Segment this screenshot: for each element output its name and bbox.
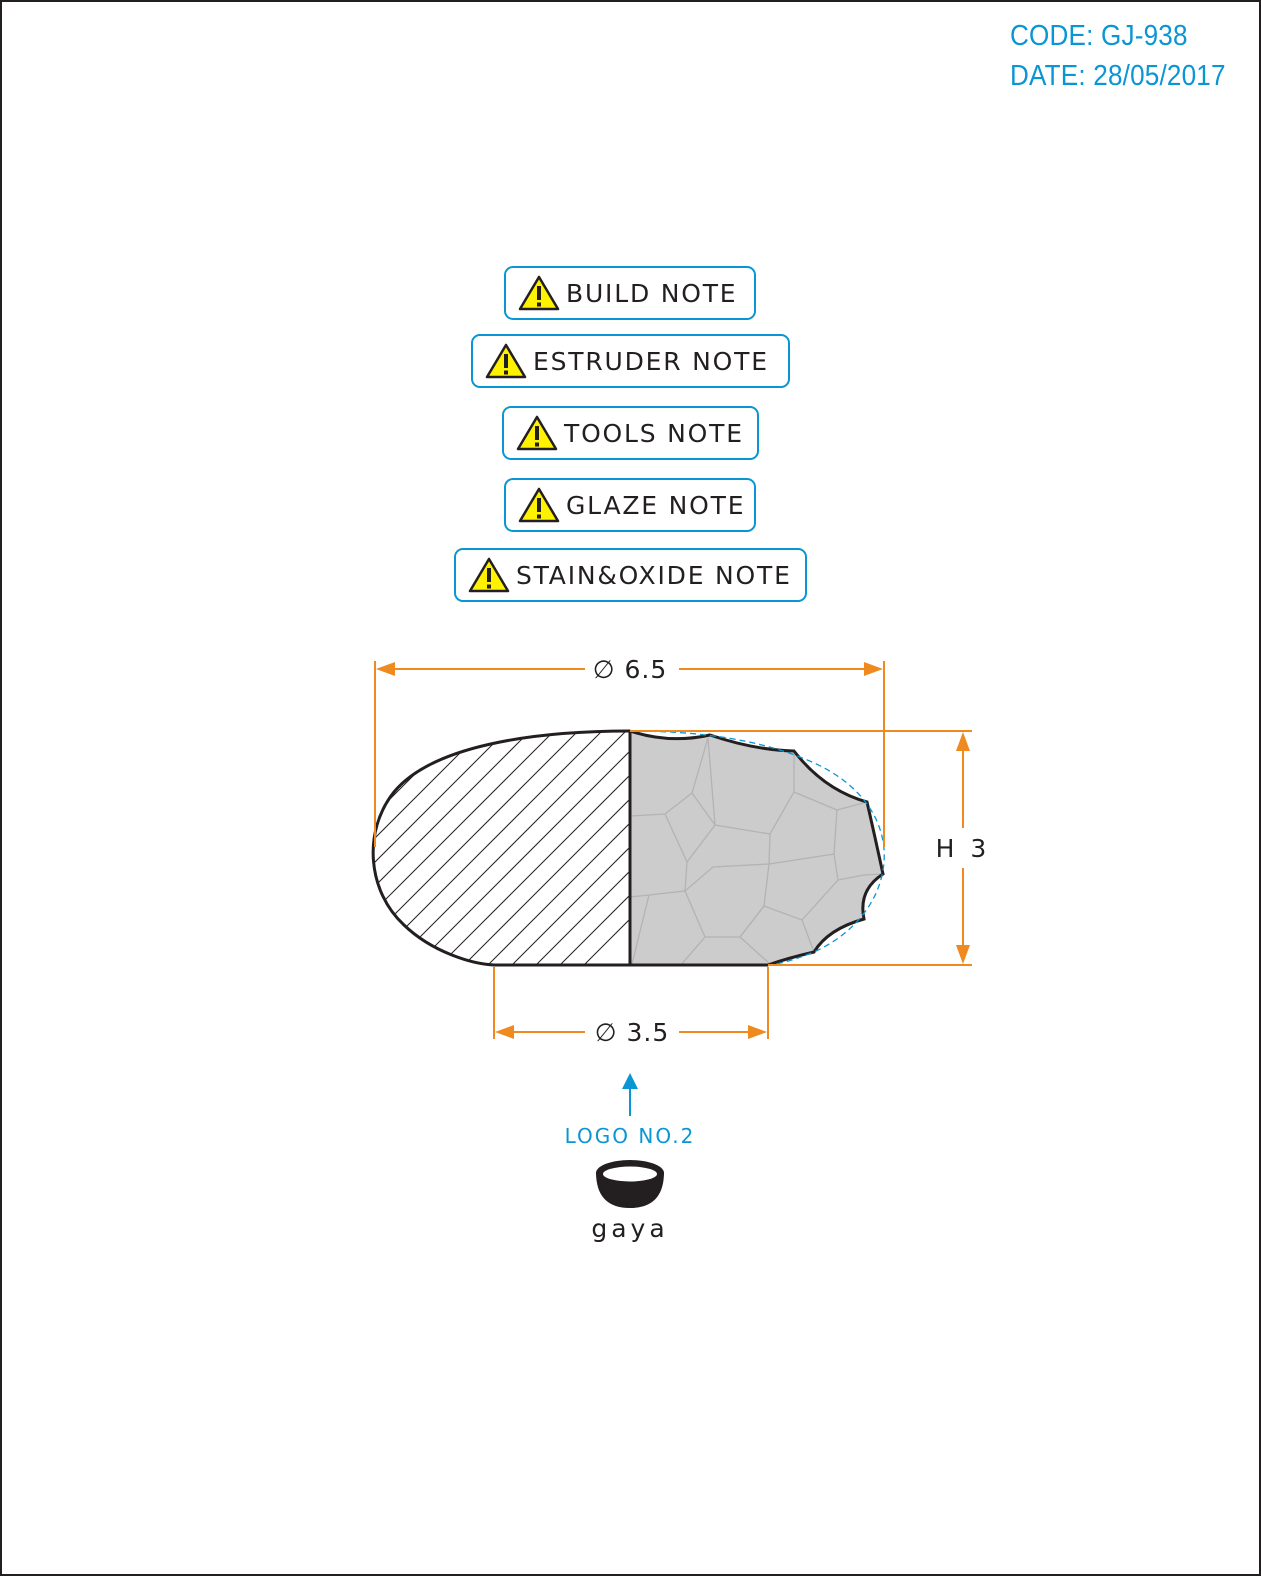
warning-icon	[518, 275, 560, 311]
arrow-left	[376, 662, 395, 676]
logo-caption: LOGO NO.2	[565, 1124, 696, 1148]
stain-oxide-note-button[interactable]: STAIN&OXIDE NOTE	[454, 548, 807, 602]
warning-icon	[516, 415, 558, 451]
glaze-surface	[630, 731, 883, 965]
estruder-note-button[interactable]: ESTRUDER NOTE	[471, 334, 790, 388]
warning-icon	[468, 557, 510, 593]
arrow-up-icon	[622, 1073, 638, 1089]
arrow-up	[956, 732, 970, 751]
height-label: H 3	[936, 834, 991, 863]
arrow-down	[956, 945, 970, 964]
bottom-diameter-label: ∅ 3.5	[595, 1018, 669, 1047]
code-label: CODE: GJ-938	[1010, 20, 1188, 52]
tools-note-label: TOOLS NOTE	[564, 418, 744, 448]
tools-note-button[interactable]: TOOLS NOTE	[502, 406, 759, 460]
document-meta: CODE: GJ-938 DATE: 28/05/2017	[1010, 16, 1226, 96]
glaze-note-label: GLAZE NOTE	[566, 490, 746, 520]
bowl-logo-icon	[596, 1160, 664, 1208]
build-note-label: BUILD NOTE	[566, 278, 738, 308]
crackle-pattern	[630, 737, 883, 965]
warning-icon	[518, 487, 560, 523]
estruder-note-label: ESTRUDER NOTE	[533, 346, 769, 376]
arrow-right	[864, 662, 883, 676]
brand-name: gaya	[591, 1214, 668, 1243]
arrow-right	[748, 1025, 767, 1039]
profile-guide	[629, 730, 885, 966]
stain-oxide-note-label: STAIN&OXIDE NOTE	[516, 560, 792, 590]
glaze-note-button[interactable]: GLAZE NOTE	[504, 478, 756, 532]
top-diameter-label: ∅ 6.5	[593, 655, 667, 684]
build-note-button[interactable]: BUILD NOTE	[504, 266, 756, 320]
arrow-left	[495, 1025, 514, 1039]
top-diameter-dimension	[374, 661, 885, 847]
date-label: DATE: 28/05/2017	[1010, 60, 1226, 92]
warning-icon	[485, 343, 527, 379]
